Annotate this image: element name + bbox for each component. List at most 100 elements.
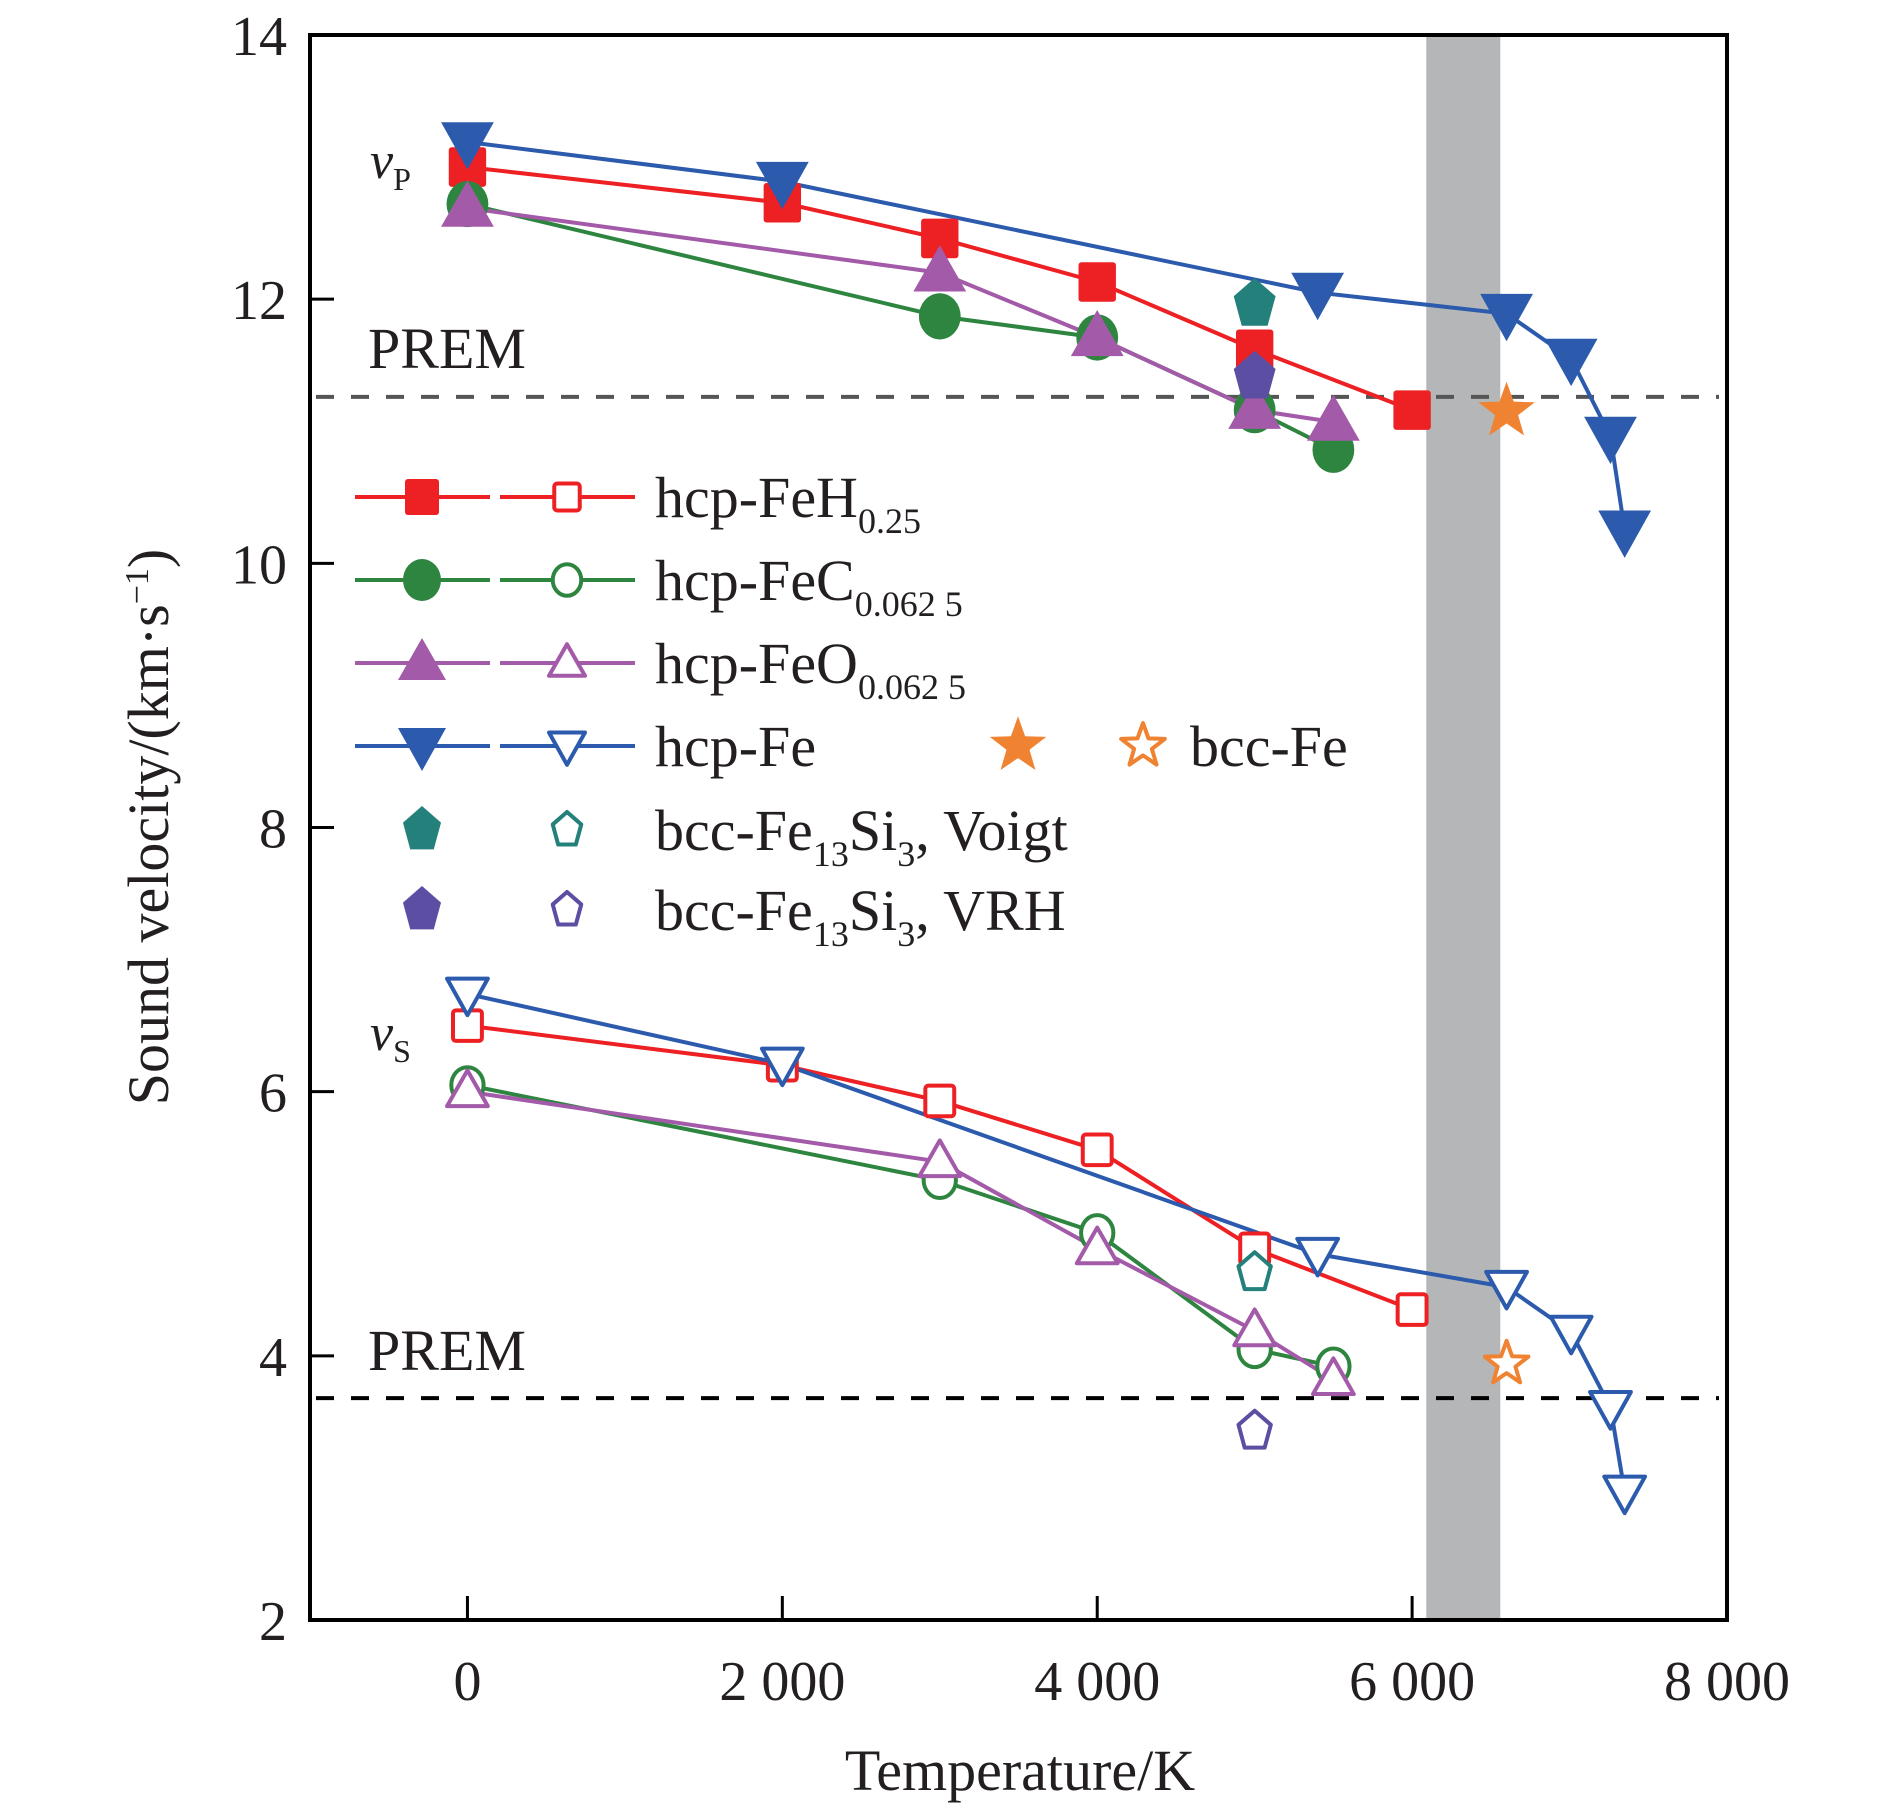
y-tick-label: 14	[231, 6, 287, 68]
y-tick-labels: 2 4 6 8 10 12 14	[231, 6, 287, 1653]
y-tick-label: 4	[259, 1327, 287, 1389]
legend-marker-filled	[398, 728, 446, 771]
data-point-vs	[445, 976, 490, 1018]
markers-hcp-feo0-062-5-2	[441, 180, 1360, 1397]
y-tick-label: 6	[259, 1063, 287, 1125]
plot-area	[441, 122, 1652, 1516]
data-point-vs	[1236, 1408, 1273, 1450]
data-point-vs	[1232, 1307, 1278, 1348]
data-point-vs	[1482, 1338, 1531, 1385]
legend-marker-open	[547, 730, 587, 767]
legend-item: hcp-FeH0.25	[355, 465, 921, 541]
vs-annotation: vS	[370, 1005, 411, 1069]
y-tick-label: 8	[259, 799, 287, 861]
legend-label: bcc-Fe	[1190, 714, 1348, 779]
data-point-vs	[1484, 1269, 1529, 1311]
markers-bcc-fe-4	[1478, 381, 1535, 1385]
y-tick-label: 2	[259, 1591, 287, 1653]
data-point-vp	[441, 180, 494, 227]
data-point-vp	[755, 161, 809, 210]
x-tick-labels: 0 2 000 4 000 6 000 8 000	[453, 1651, 1790, 1713]
data-point-vp	[441, 122, 494, 170]
data-point-vp	[1480, 293, 1533, 342]
data-point-vs	[1074, 1225, 1120, 1266]
wave-type-labels: vP vS	[370, 133, 411, 1069]
series-hcp-feo0-062-5-2	[467, 206, 1335, 1382]
data-point-vs	[1602, 1474, 1648, 1516]
legend-label: hcp-FeH0.25	[655, 465, 921, 541]
y-tick-label: 12	[231, 270, 287, 332]
legend-item: bcc-Fe13Si3, VRH	[402, 878, 1066, 954]
legend-marker-open	[552, 481, 582, 513]
shaded-band	[1426, 35, 1501, 1620]
data-point-vp	[1598, 510, 1652, 558]
data-point-vs	[1310, 1356, 1356, 1397]
legend-item: hcp-Fe	[355, 714, 816, 779]
series-hcp-fec0-062-5-1	[466, 202, 1335, 1369]
data-point-vp	[1478, 381, 1535, 436]
series-hcp-feh0-25-0	[467, 165, 1413, 1312]
x-axis-label: Temperature/K	[845, 1738, 1195, 1803]
legend-marker-filled	[402, 806, 442, 850]
data-point-vp	[913, 245, 967, 292]
y-axis-label: Sound velocity/(km·s−1)	[116, 549, 181, 1106]
legend-marker-filled	[403, 559, 441, 601]
prem-vs-label: PREM	[368, 1318, 526, 1383]
vp-annotation: vP	[370, 133, 411, 197]
markers-hcp-fe-3	[441, 122, 1652, 1516]
data-point-vp	[1078, 262, 1116, 302]
legend-marker-open	[550, 810, 584, 847]
legend-label: bcc-Fe13Si3, Voigt	[655, 798, 1068, 874]
series-line-vs	[467, 1089, 1335, 1382]
prem-vp-label: PREM	[368, 316, 526, 381]
data-point-vp	[1233, 350, 1276, 399]
x-tick-label: 6 000	[1349, 1651, 1475, 1713]
legend-marker-open	[550, 562, 584, 598]
markers-bcc-fe13-vrh-6	[1233, 350, 1276, 1450]
data-point-vs	[1548, 1314, 1594, 1356]
data-point-vs	[445, 1068, 490, 1109]
data-point-vs	[923, 1083, 957, 1119]
data-point-vp	[1070, 309, 1124, 357]
x-tick-label: 2 000	[719, 1651, 845, 1713]
markers-bcc-fe13-voigt-5	[1233, 278, 1276, 1292]
x-tick-label: 0	[453, 1651, 481, 1713]
legend-marker-open	[547, 642, 587, 678]
data-point-vs	[1295, 1236, 1341, 1278]
legend-item: bcc-Fe13Si3, Voigt	[402, 798, 1068, 874]
legend-marker-filled	[398, 638, 446, 680]
markers-hcp-fec0-062-5-1	[446, 180, 1355, 1387]
legend-label: hcp-FeO0.062 5	[655, 631, 966, 707]
data-point-vs	[917, 1138, 963, 1179]
legend-marker-filled	[989, 716, 1047, 771]
series-line-vs	[467, 1083, 1334, 1369]
legend-item: bcc-Fe	[989, 714, 1348, 779]
x-tick-label: 8 000	[1664, 1651, 1790, 1713]
data-point-vp	[921, 218, 959, 259]
data-point-vs	[1080, 1132, 1114, 1168]
legend-label: hcp-FeC0.062 5	[655, 548, 963, 624]
prem-reference-lines	[316, 394, 1719, 1401]
data-point-vp	[1228, 382, 1282, 429]
series-line-vs	[467, 1023, 1413, 1312]
legend-item: hcp-FeC0.062 5	[355, 548, 963, 624]
data-point-vs	[1236, 1250, 1273, 1292]
legend-marker-open	[550, 890, 584, 927]
data-point-vs	[1395, 1292, 1429, 1327]
prem-labels: PREM PREM	[368, 316, 526, 1383]
data-point-vp	[1291, 272, 1345, 321]
data-point-vp	[1544, 338, 1598, 387]
legend-label: bcc-Fe13Si3, VRH	[655, 878, 1066, 954]
series-line-vp	[467, 206, 1334, 424]
data-point-vp	[1233, 278, 1276, 326]
legend-item: hcp-FeO0.062 5	[355, 631, 966, 707]
y-tick-label: 10	[231, 534, 287, 596]
axis-ticks	[310, 33, 1729, 1622]
legend-marker-filled	[402, 886, 442, 930]
data-point-vs	[1588, 1390, 1633, 1431]
series-line-vp	[467, 165, 1413, 412]
legend-label: hcp-Fe	[655, 714, 816, 779]
data-point-vp	[1306, 394, 1360, 441]
